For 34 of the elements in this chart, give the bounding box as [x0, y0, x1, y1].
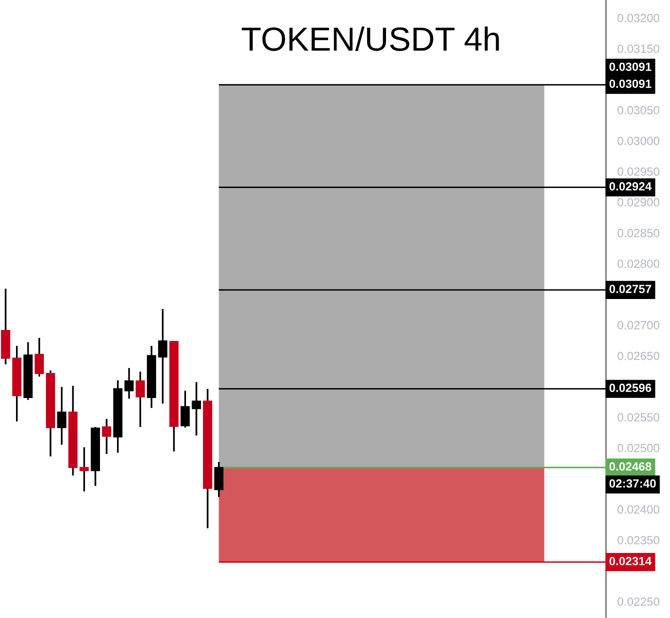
- candlestick: [214, 461, 224, 498]
- y-tick-label: 0.02700: [618, 321, 660, 330]
- text: TOKEN/USDT 4h: [242, 26, 499, 51]
- y-tick-label: 0.03200: [618, 14, 660, 22]
- y-tick-label: 0.02550: [618, 413, 660, 422]
- candlestick: [180, 390, 190, 428]
- ref-line-label: 0.02314: [609, 556, 652, 566]
- y-tick-label: 0.02950: [618, 167, 660, 176]
- candlestick: [34, 337, 44, 378]
- ref-line-label: 0.02468: [609, 462, 652, 471]
- y-tick-label: 0.02650: [618, 352, 660, 360]
- ref-line-label: 0.02757: [609, 284, 652, 294]
- y-tick-label: 0.02400: [618, 505, 660, 514]
- candlestick: [124, 367, 134, 400]
- candlestick: [102, 418, 112, 455]
- candlestick: [158, 308, 168, 404]
- candlestick: [57, 386, 66, 446]
- y-tick-label: 0.03050: [618, 106, 660, 114]
- y-tick-label: 0.02800: [618, 260, 660, 268]
- ref-line-label: 0.03091: [609, 80, 652, 88]
- y-tick-label: 0.02250: [618, 597, 660, 606]
- ref-line-label: 0.02924: [609, 182, 652, 191]
- candlestick: [192, 381, 201, 436]
- text: 0.03091: [609, 62, 652, 71]
- candlestick: [80, 446, 89, 492]
- y-tick-label: 0.02900: [618, 198, 660, 207]
- y-tick-label: 0.02350: [618, 536, 660, 544]
- candlestick: [136, 370, 145, 428]
- y-tick-label: 0.03150: [618, 44, 660, 53]
- y-tick-label: 0.02850: [618, 228, 660, 238]
- ref-line-label: 0.02596: [609, 384, 652, 392]
- y-tick-label: 0.02500: [618, 444, 660, 452]
- y-tick-label: 0.03000: [618, 136, 660, 146]
- text: 02:37:40: [609, 479, 656, 488]
